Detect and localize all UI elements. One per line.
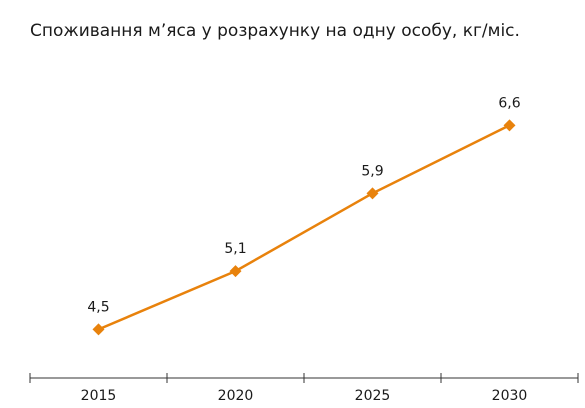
chart-title: Споживання м’яса у розрахунку на одну ос… <box>30 21 520 41</box>
marker <box>92 323 105 336</box>
x-tick-label: 2030 <box>492 388 528 404</box>
line <box>98 124 511 331</box>
marker <box>229 265 242 278</box>
marker <box>366 187 379 200</box>
x-tick-label: 2020 <box>218 388 254 404</box>
x-tick-label: 2025 <box>355 388 391 404</box>
data-label: 5,1 <box>224 241 246 257</box>
data-label: 6,6 <box>498 95 520 111</box>
x-tick-label: 2015 <box>81 388 117 404</box>
data-label: 4,5 <box>87 299 109 315</box>
marker <box>503 119 516 132</box>
data-label: 5,9 <box>361 163 383 179</box>
